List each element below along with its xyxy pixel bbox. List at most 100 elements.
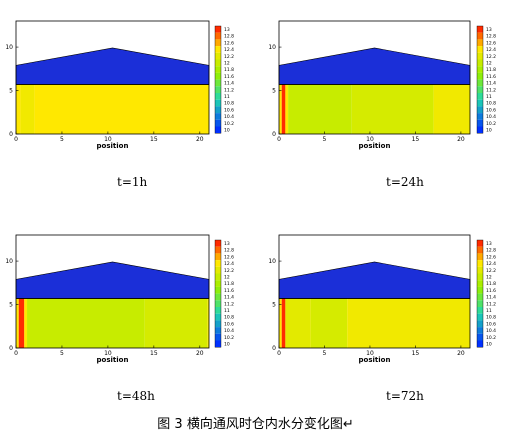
colorbar-label: 12.4 xyxy=(486,261,496,267)
colorbar-label: 11.6 xyxy=(224,74,234,80)
plot-frame xyxy=(15,20,210,135)
plot-frame xyxy=(278,234,471,349)
plot-frame xyxy=(278,20,471,135)
colorbar-label: 12.2 xyxy=(486,268,496,274)
x-tick-label: 10 xyxy=(366,350,374,357)
colorbar-swatch xyxy=(215,246,221,254)
x-axis-label: position xyxy=(359,142,391,150)
colorbar-swatch xyxy=(215,106,221,114)
x-tick-label: 0 xyxy=(277,350,281,357)
colorbar-label: 10.8 xyxy=(224,315,234,321)
heatmap-panel-3: 0 5 10 15 200510position1312.812.612.412.212… xyxy=(5,234,234,364)
colorbar-swatch xyxy=(215,293,221,301)
x-tick-label: 20 xyxy=(457,350,465,357)
colorbar-label: 12 xyxy=(224,274,230,280)
colorbar-label: 11.4 xyxy=(224,295,234,301)
colorbar-frame xyxy=(214,239,222,348)
colorbar-label: 12.8 xyxy=(486,34,496,40)
x-tick-label: 15 xyxy=(412,136,420,143)
colorbar-swatch xyxy=(477,300,483,307)
colorbar-swatch xyxy=(477,340,483,348)
colorbar-swatch xyxy=(477,280,483,287)
time-label-1: t=1h xyxy=(117,175,148,189)
colorbar-label: 10.6 xyxy=(486,321,496,327)
colorbar-label: 13 xyxy=(486,27,492,33)
colorbar-label: 11.6 xyxy=(224,288,234,294)
colorbar-label: 12.8 xyxy=(224,34,234,40)
colorbar-label: 10.2 xyxy=(224,335,234,341)
x-axis-label: position xyxy=(359,356,391,364)
x-tick-label: 10 xyxy=(366,136,374,143)
colorbar-label: 12.2 xyxy=(486,54,496,60)
colorbar-swatch xyxy=(215,333,221,341)
moisture-zone-2 xyxy=(281,298,286,348)
x-tick-label: 20 xyxy=(196,350,204,357)
y-tick-label: 0 xyxy=(272,345,276,352)
colorbar-swatch xyxy=(215,66,221,73)
colorbar-swatch xyxy=(215,113,221,120)
colorbar-label: 10.6 xyxy=(224,321,234,327)
moisture-zone-2 xyxy=(281,84,286,134)
colorbar-label: 11.6 xyxy=(486,74,496,80)
y-tick-label: 10 xyxy=(5,258,13,265)
colorbar-frame xyxy=(214,25,222,134)
heatmap-panel-1: 0 5 10 15 200510position1312.812.612.412.212… xyxy=(5,20,234,150)
x-axis-label: position xyxy=(97,356,129,364)
colorbar-label: 11 xyxy=(224,308,230,314)
x-tick-label: 5 xyxy=(60,136,64,143)
colorbar-swatch xyxy=(215,260,221,267)
colorbar-swatch xyxy=(477,59,483,67)
x-axis-label: position xyxy=(97,142,129,150)
x-tick-label: 15 xyxy=(150,136,158,143)
moisture-zone-6 xyxy=(433,84,470,134)
colorbar-swatch xyxy=(477,93,483,100)
colorbar-label: 10.8 xyxy=(224,101,234,107)
colorbar-swatch xyxy=(477,307,483,314)
moisture-zone-5 xyxy=(144,298,208,348)
colorbar-swatch xyxy=(477,106,483,114)
colorbar-label: 10.4 xyxy=(224,328,234,334)
colorbar-label: 10.2 xyxy=(224,121,234,127)
moisture-zone-3 xyxy=(34,84,209,134)
moisture-zone-1 xyxy=(279,84,282,134)
figure-caption: 图 3 横向通风时仓内水分变化图↵ xyxy=(157,417,354,432)
colorbar-label: 12.8 xyxy=(486,248,496,254)
roof-region xyxy=(278,261,471,299)
colorbar-label: 12.6 xyxy=(486,254,496,260)
roof-region xyxy=(15,261,210,299)
y-tick-label: 5 xyxy=(272,88,276,95)
colorbar-swatch xyxy=(215,99,221,107)
colorbar-swatch xyxy=(477,26,483,33)
colorbar-swatch xyxy=(477,240,483,247)
colorbar-label: 11.4 xyxy=(486,295,496,301)
colorbar-swatch xyxy=(477,286,483,294)
x-tick-label: 20 xyxy=(457,136,465,143)
colorbar-label: 11.8 xyxy=(486,281,496,287)
y-tick-label: 0 xyxy=(9,131,13,138)
colorbar-label: 11.2 xyxy=(224,87,234,93)
moisture-zone-1 xyxy=(16,298,19,348)
colorbar-label: 10.2 xyxy=(486,335,496,341)
colorbar-swatch xyxy=(477,246,483,254)
colorbar-swatch xyxy=(477,46,483,53)
colorbar-swatch xyxy=(215,280,221,287)
y-tick-label: 5 xyxy=(9,88,13,95)
colorbar-swatch xyxy=(477,52,483,60)
colorbar-label: 12.4 xyxy=(486,47,496,53)
colorbar-label: 10.8 xyxy=(486,315,496,321)
x-tick-label: 0 xyxy=(277,136,281,143)
x-tick-label: 5 xyxy=(323,350,327,357)
colorbar-label: 11 xyxy=(224,94,230,100)
colorbar-frame xyxy=(476,239,484,348)
colorbar-swatch xyxy=(215,340,221,348)
colorbar-swatch xyxy=(215,26,221,33)
heatmap-panel-4: 0 5 10 15 200510position1312.812.612.412.212… xyxy=(268,234,496,364)
colorbar-label: 11.8 xyxy=(486,67,496,73)
moisture-zone-6 xyxy=(207,298,209,348)
moisture-zone-3 xyxy=(24,298,28,348)
colorbar-label: 11.2 xyxy=(486,87,496,93)
colorbar-swatch xyxy=(477,66,483,73)
roof-region xyxy=(15,47,210,85)
colorbar-swatch xyxy=(477,39,483,47)
